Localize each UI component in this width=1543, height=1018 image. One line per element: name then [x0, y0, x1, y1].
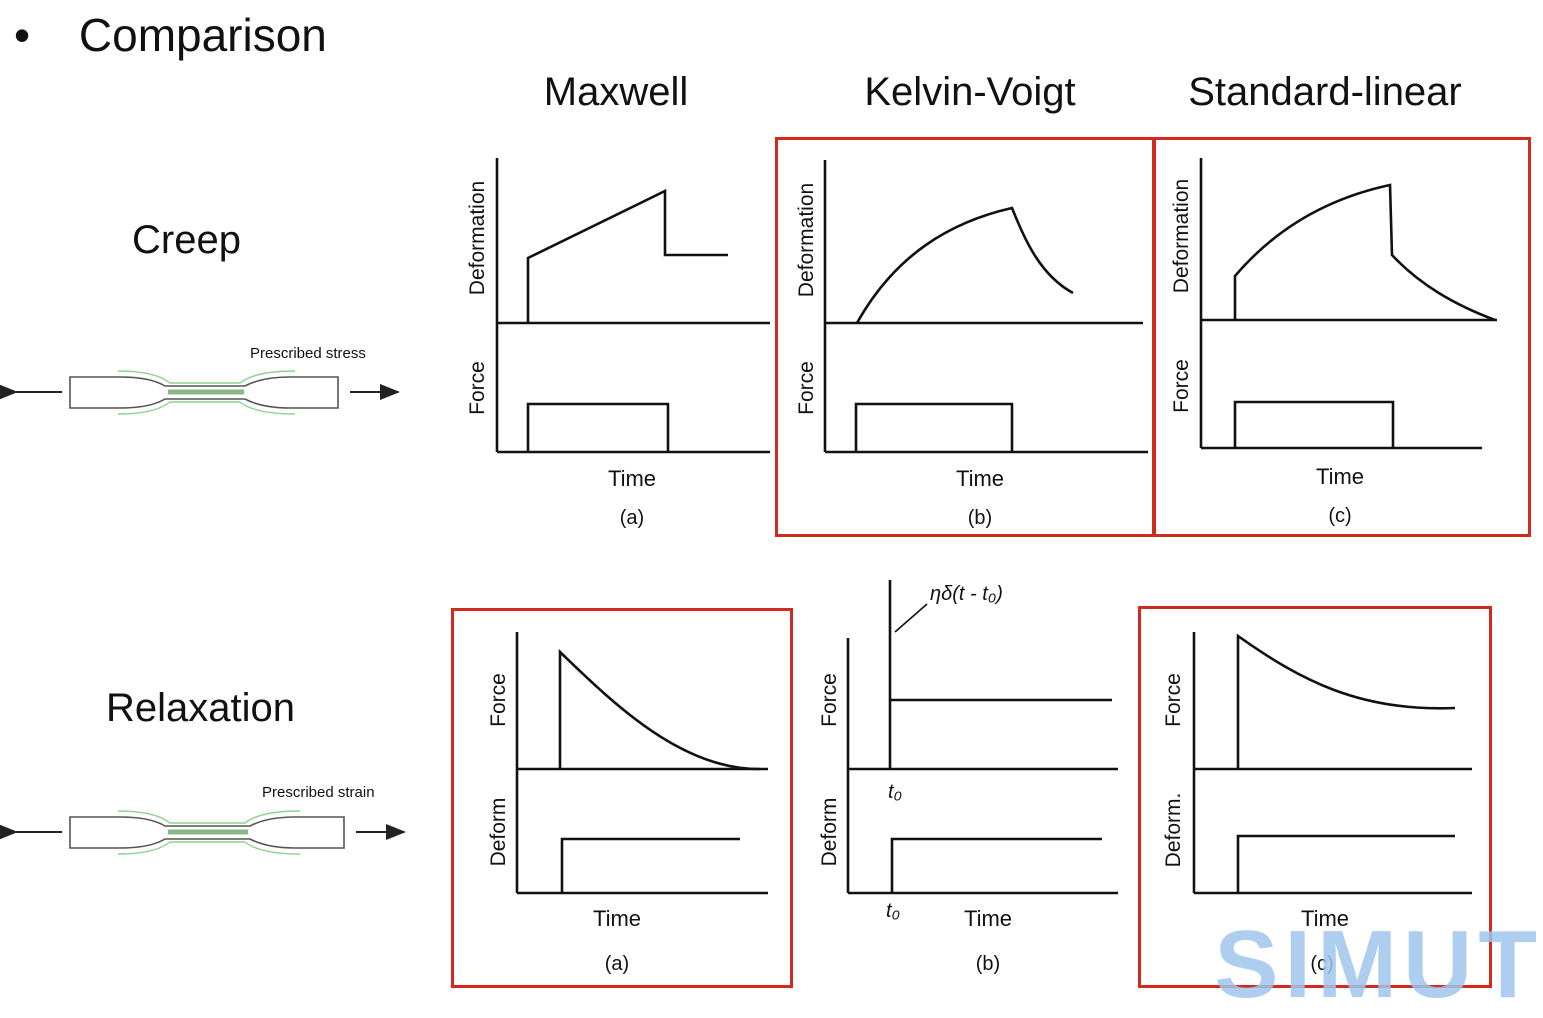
caption-a: (a) — [605, 953, 629, 975]
xlabel-time: Time — [964, 906, 1012, 931]
creep-standard-plot — [1199, 158, 1497, 450]
ylabel-deform: Deform — [818, 798, 841, 867]
column-heading-standard-linear: Standard-linear — [1188, 70, 1462, 114]
watermark-logo: SIMUT — [1214, 911, 1543, 1018]
highlight-box-relax-standard — [1138, 606, 1492, 988]
caption-c: (c) — [1310, 953, 1333, 975]
ylabel-force: Force — [1162, 673, 1185, 727]
column-heading-kelvin-voigt: Kelvin-Voigt — [864, 70, 1076, 114]
title-text: Comparison — [78, 9, 327, 61]
bullet: • — [14, 9, 31, 61]
creep-specimen: Prescribed stress — [0, 345, 400, 415]
highlight-box-relax-maxwell — [451, 608, 793, 988]
deformation-curve — [526, 188, 728, 323]
highlight-box-creep-standard — [1153, 137, 1531, 537]
ylabel-force: Force — [818, 673, 841, 727]
impulse-pointer — [894, 603, 928, 633]
ylabel-deform: Deform. — [1162, 793, 1185, 868]
force-pulse — [854, 402, 1014, 452]
relaxation-specimen: Prescribed strain — [0, 784, 406, 855]
t0-upper-label: t₀ — [888, 781, 902, 803]
force-curve — [1236, 633, 1456, 769]
force-curve — [558, 648, 761, 771]
ylabel-force: Force — [1170, 359, 1193, 413]
deformation-curve — [1233, 183, 1496, 322]
caption-b: (b) — [968, 507, 992, 529]
row-heading-creep: Creep — [132, 218, 241, 262]
column-heading-maxwell: Maxwell — [543, 70, 689, 114]
relax-kelvin-plot — [846, 580, 1118, 895]
xlabel-time: Time — [593, 906, 641, 931]
ylabel-force: Force — [795, 361, 818, 415]
ylabel-deformation: Deformation — [466, 181, 489, 295]
t0-lower-label: t₀ — [886, 900, 900, 922]
ylabel-deformation: Deformation — [1170, 179, 1193, 293]
caption-a: (a) — [620, 507, 644, 529]
ylabel-force: Force — [487, 673, 510, 727]
specimen-outline — [69, 376, 339, 409]
prescribed-strain-caption: Prescribed strain — [262, 784, 375, 801]
deformation-step — [560, 837, 740, 893]
creep-kelvin-plot — [823, 160, 1148, 454]
relax-standard-plot — [1192, 632, 1472, 895]
slide-title: • Comparison — [14, 8, 327, 62]
specimen-outline — [69, 816, 345, 849]
impulse-label: ηδ(t - t₀) — [930, 583, 1003, 605]
deformation-curve — [855, 206, 1074, 324]
ylabel-deformation: Deformation — [795, 183, 818, 297]
prescribed-stress-caption: Prescribed stress — [250, 345, 366, 362]
xlabel-time: Time — [956, 466, 1004, 491]
xlabel-time: Time — [608, 466, 656, 491]
caption-b: (b) — [976, 953, 1000, 975]
xlabel-time: Time — [1301, 906, 1349, 931]
force-pulse — [526, 402, 670, 452]
deformation-step — [890, 837, 1102, 893]
xlabel-time: Time — [1316, 464, 1364, 489]
force-pulse — [1233, 400, 1395, 448]
ylabel-force: Force — [466, 361, 489, 415]
row-heading-relaxation: Relaxation — [106, 686, 296, 730]
creep-maxwell-plot — [495, 158, 770, 454]
caption-c: (c) — [1328, 505, 1351, 527]
ylabel-deform: Deform — [487, 798, 510, 867]
relax-maxwell-plot — [515, 632, 768, 895]
deformation-step — [1236, 834, 1455, 893]
